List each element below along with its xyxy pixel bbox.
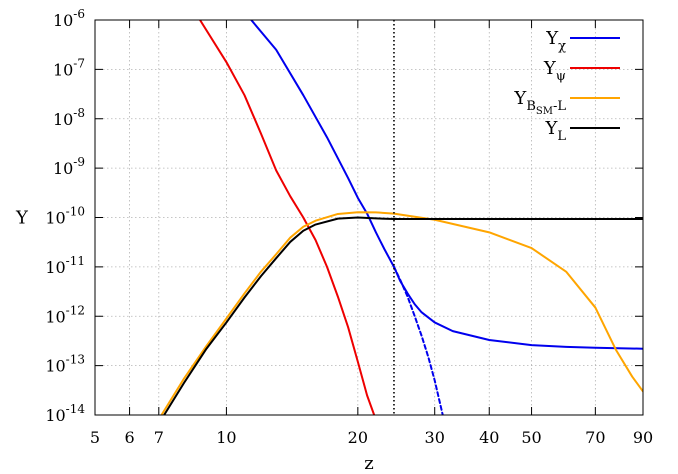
y-tick-label: 10-10 bbox=[45, 205, 85, 228]
x-axis-label: z bbox=[364, 453, 373, 474]
y-tick-label: 10-11 bbox=[45, 254, 85, 277]
y-tick-label: 10-12 bbox=[45, 303, 85, 326]
legend-label: Yψ bbox=[543, 58, 566, 84]
x-tick-label: 40 bbox=[479, 428, 499, 447]
x-tick-label: 7 bbox=[154, 428, 164, 447]
y-tick-label: 10-8 bbox=[53, 106, 85, 129]
x-tick-label: 20 bbox=[348, 428, 368, 447]
legend: Yχ Yψ YBSM-LYL bbox=[513, 28, 620, 144]
x-tick-label: 6 bbox=[124, 428, 134, 447]
x-tick-label: 90 bbox=[633, 428, 653, 447]
legend-label: YBSM-L bbox=[513, 88, 566, 117]
y-tick-label: 10-14 bbox=[45, 402, 85, 425]
y-tick-label: 10-9 bbox=[53, 155, 85, 178]
series-line bbox=[163, 216, 643, 415]
y-tick-label: 10-13 bbox=[45, 353, 85, 376]
legend-label: YL bbox=[544, 118, 566, 144]
series-line bbox=[160, 211, 643, 415]
x-tick-label: 30 bbox=[425, 428, 445, 447]
series-line bbox=[199, 20, 376, 415]
legend-label: Yχ bbox=[545, 28, 566, 54]
x-tick-label: 70 bbox=[585, 428, 605, 447]
series-layer bbox=[160, 20, 643, 415]
x-tick-label: 5 bbox=[90, 428, 100, 447]
x-tick-label: 50 bbox=[521, 428, 541, 447]
x-tick-label: 10 bbox=[216, 428, 236, 447]
y-tick-label: 10-6 bbox=[53, 7, 85, 30]
series-line bbox=[392, 265, 444, 415]
y-tick-label: 10-7 bbox=[53, 56, 85, 79]
y-axis-label: Y bbox=[15, 208, 29, 229]
ticks: 5 6 7 10 20 30 40 50 70 90 10-14 10-13 10-12 10-11 10-… bbox=[45, 7, 653, 447]
